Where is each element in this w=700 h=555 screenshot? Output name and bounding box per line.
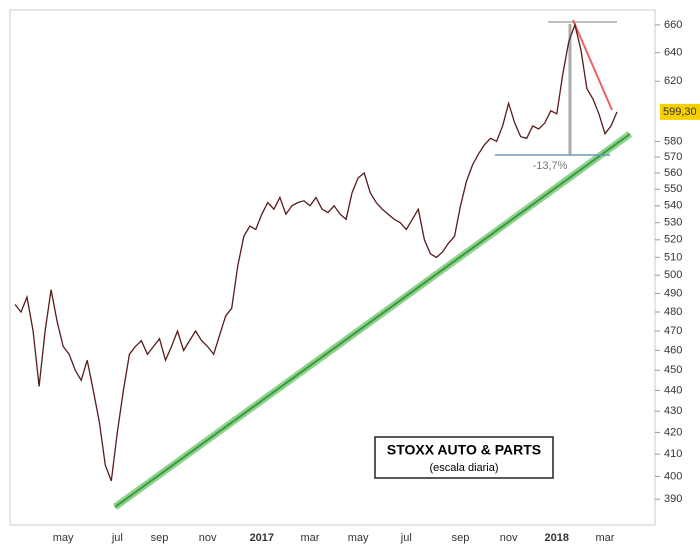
x-tick-label: sep	[151, 532, 169, 544]
price-line	[14, 22, 618, 482]
x-tick-label: may	[348, 532, 369, 544]
x-tick-label: may	[53, 532, 74, 544]
x-tick-label: 2017	[250, 532, 274, 544]
x-tick-label: 2018	[545, 532, 569, 544]
y-tick-label: 420	[664, 426, 682, 438]
x-tick-label: mar	[301, 532, 320, 544]
y-tick-label: 400	[664, 470, 682, 482]
last-value-label: 599,30	[663, 106, 697, 118]
y-tick-label: 510	[664, 251, 682, 263]
x-tick-label: jul	[111, 532, 123, 544]
y-tick-label: 500	[664, 269, 682, 281]
y-tick-label: 660	[664, 19, 682, 31]
plot-frame	[9, 9, 656, 526]
y-tick-label: 620	[664, 75, 682, 87]
y-tick-label: 440	[664, 384, 682, 396]
x-tick-label: jul	[400, 532, 412, 544]
legend-box	[374, 436, 554, 479]
y-tick-label: 390	[664, 493, 682, 505]
x-tick-label: mar	[595, 532, 614, 544]
y-tick-label: 520	[664, 234, 682, 246]
y-tick-label: 490	[664, 287, 682, 299]
y-tick-label: 570	[664, 151, 682, 163]
last-value-box	[660, 103, 700, 120]
x-tick-label: sep	[452, 532, 470, 544]
y-tick-label: 550	[664, 183, 682, 195]
chart-subtitle: (escala diaria)	[429, 462, 498, 474]
y-tick-label: 470	[664, 325, 682, 337]
support-line-core	[114, 133, 631, 508]
y-tick-label: 580	[664, 135, 682, 147]
y-tick-label: 530	[664, 217, 682, 229]
y-tick-label: 540	[664, 200, 682, 212]
drawdown-label: -13,7%	[533, 160, 568, 172]
x-tick-label: nov	[500, 532, 518, 544]
y-tick-label: 640	[664, 47, 682, 59]
y-tick-label: 560	[664, 167, 682, 179]
y-tick-label: 480	[664, 306, 682, 318]
resistance-line	[572, 19, 613, 111]
y-tick-label: 460	[664, 344, 682, 356]
chart-title: STOXX AUTO & PARTS	[387, 442, 541, 458]
trend-lines	[112, 19, 633, 510]
y-tick-label: 430	[664, 405, 682, 417]
x-tick-label: nov	[199, 532, 217, 544]
y-tick-label: 450	[664, 364, 682, 376]
y-tick-label: 410	[664, 448, 682, 460]
